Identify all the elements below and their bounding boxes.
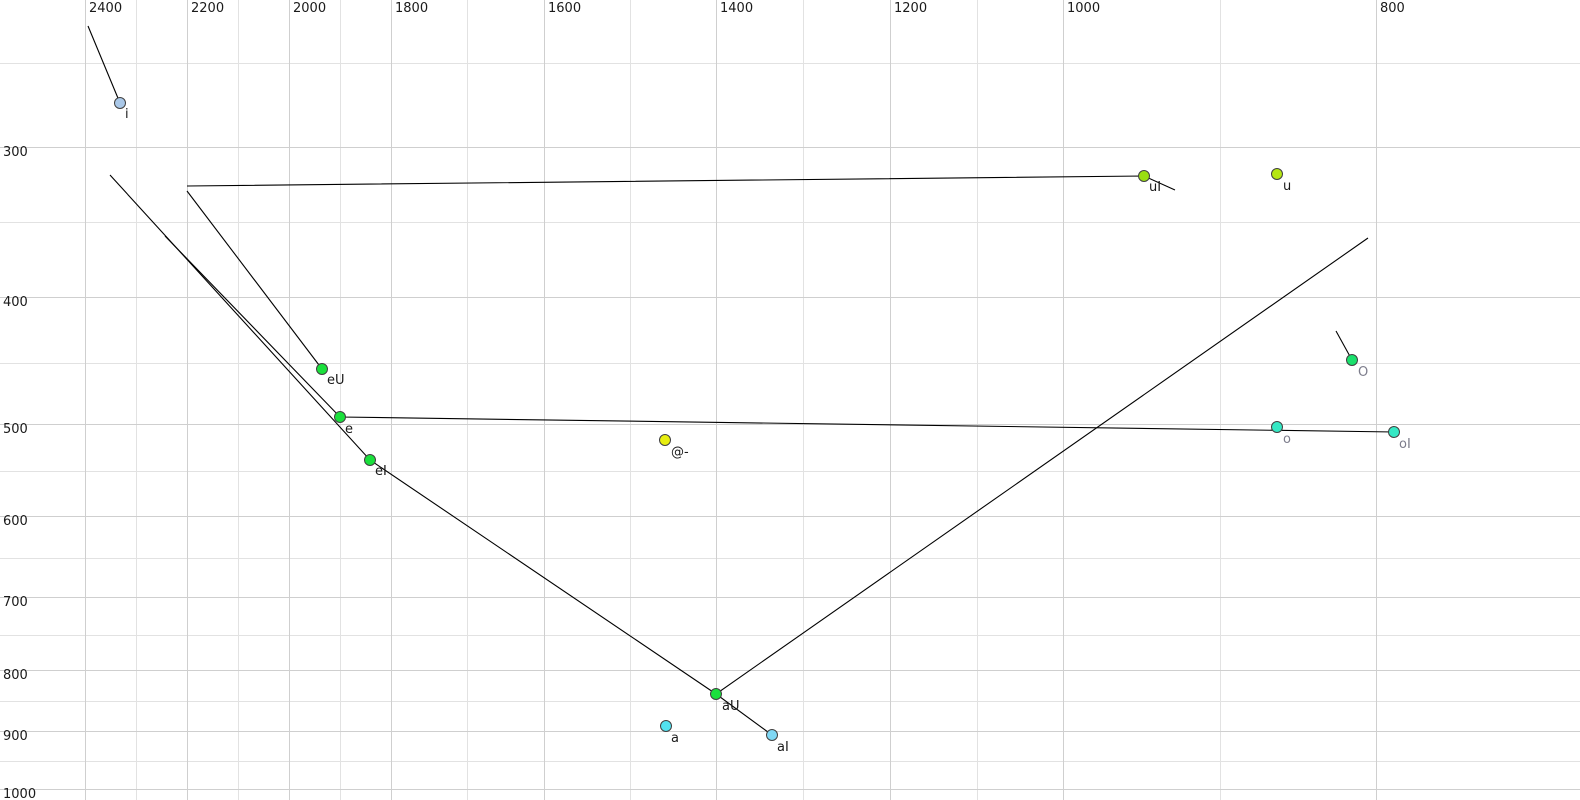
vowel-label-eU: eU [327, 373, 345, 388]
uI-trajectory [186, 175, 1176, 191]
y-tick-label: 400 [3, 295, 28, 310]
vowel-point-a[interactable] [660, 720, 672, 732]
y-tick-label: 800 [3, 668, 28, 683]
vowel-label-u: u [1283, 179, 1292, 194]
x-tick-label: 2000 [293, 1, 327, 16]
vowel-point-aU[interactable] [710, 688, 722, 700]
x-tick-label: 2400 [89, 1, 123, 16]
eU-trajectory [186, 190, 323, 370]
vowel-label-i: i [125, 107, 129, 122]
vowel-label-O: O [1358, 365, 1369, 380]
y-tick-label: 500 [3, 422, 28, 437]
y-tick-label: 600 [3, 514, 28, 529]
vowel-point-O[interactable] [1346, 354, 1358, 366]
x-tick-label: 1600 [548, 1, 582, 16]
vowel-point-@-[interactable] [659, 434, 671, 446]
vowel-point-i[interactable] [114, 97, 126, 109]
vowel-label-aI: aI [777, 740, 789, 755]
x-tick-label: 1400 [720, 1, 754, 16]
vowel-label-eI: eI [375, 464, 387, 479]
x-tick-label: 1000 [1067, 1, 1101, 16]
vowel-point-uI[interactable] [1138, 170, 1150, 182]
vowel-label-o: o [1283, 432, 1291, 447]
y-tick-label: 1000 [3, 787, 37, 800]
x-tick-label: 2200 [191, 1, 225, 16]
vowel-point-eU[interactable] [316, 363, 328, 375]
vowel-label-aU: aU [722, 699, 740, 714]
i-trajectory [87, 25, 121, 104]
vowel-label-@-: @- [671, 445, 689, 460]
data-point-markers [114, 97, 1400, 741]
y-tick-label: 300 [3, 145, 28, 160]
y-tick-label: 900 [3, 729, 28, 744]
aU-trajectory [715, 237, 1369, 736]
trajectory-lines [87, 25, 1395, 736]
y-tick-label: 700 [3, 595, 28, 610]
vowel-point-oI[interactable] [1388, 426, 1400, 438]
vowel-label-oI: oI [1399, 437, 1411, 452]
vowel-point-e[interactable] [334, 411, 346, 423]
vowel-point-u[interactable] [1271, 168, 1283, 180]
vowel-point-o[interactable] [1271, 421, 1283, 433]
vowel-label-a: a [671, 731, 679, 746]
vowel-point-aI[interactable] [766, 729, 778, 741]
eI-trajectory [109, 174, 717, 695]
x-tick-label: 1200 [894, 1, 928, 16]
x-tick-label: 800 [1380, 1, 1405, 16]
e-trajectory [164, 235, 1395, 433]
x-tick-label: 1800 [395, 1, 429, 16]
vowel-label-uI: uI [1149, 180, 1162, 195]
vowel-label-e: e [345, 422, 353, 437]
vowel-point-eI[interactable] [364, 454, 376, 466]
